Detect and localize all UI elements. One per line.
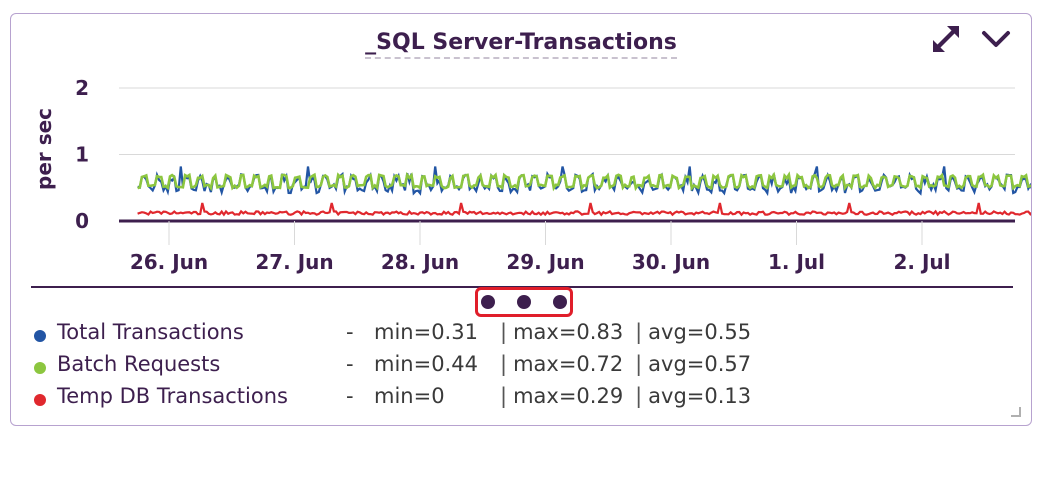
more-options-button[interactable] (475, 287, 573, 317)
legend-max: max=0.72 (513, 352, 624, 376)
legend-separator: | (635, 320, 643, 344)
legend-item[interactable]: Temp DB Transactions - min=0 | max=0.29 | avg… (31, 382, 1031, 414)
legend-series-name: Total Transactions (57, 320, 244, 344)
legend-min: min=0 (374, 384, 445, 408)
x-tick-label: 28. Jun (381, 250, 459, 274)
dot-icon (553, 295, 567, 309)
resize-handle[interactable] (1011, 407, 1021, 417)
legend-dash: - (346, 352, 354, 376)
legend-avg: avg=0.13 (648, 384, 752, 408)
legend-dash: - (346, 320, 354, 344)
series-line-temp-db-transactions (137, 202, 1031, 217)
legend-separator: | (635, 352, 643, 376)
x-tick-label: 27. Jun (255, 250, 333, 274)
legend-avg: avg=0.55 (648, 320, 752, 344)
dot-icon (481, 295, 495, 309)
legend-min: min=0.44 (374, 352, 478, 376)
legend-series-name: Temp DB Transactions (57, 384, 288, 408)
legend-marker (34, 330, 46, 342)
expand-arrows-icon[interactable] (931, 24, 961, 54)
y-tick-label: 1 (75, 143, 89, 167)
legend-avg: avg=0.57 (648, 352, 752, 376)
x-tick-label: 29. Jun (506, 250, 584, 274)
series-line-batch-requests (137, 171, 1031, 192)
legend-series-name: Batch Requests (57, 352, 221, 376)
legend-separator: | (500, 352, 508, 376)
legend-marker (34, 394, 46, 406)
legend-separator: | (500, 320, 508, 344)
x-tick-label: 1. Jul (768, 250, 825, 274)
legend-stats: - min=0 | max=0.29 | avg=0.13 (346, 384, 751, 408)
legend-dash: - (346, 384, 354, 408)
legend-item[interactable]: Batch Requests - min=0.44 | max=0.72 | avg=0.… (31, 350, 1031, 382)
dot-icon (517, 295, 531, 309)
widget-card: _SQL Server-Transactions per sec 0 1 2 26. … (10, 13, 1032, 426)
legend-separator: | (635, 384, 643, 408)
x-tick-label: 2. Jul (893, 250, 950, 274)
legend-stats: - min=0.31 | max=0.83 | avg=0.55 (346, 320, 751, 344)
x-tick-label: 26. Jun (130, 250, 208, 274)
widget-title[interactable]: _SQL Server-Transactions (11, 30, 1031, 59)
chart-plot-area: 0 1 2 26. Jun 27. Jun 28. Jun 29. Jun 30. Jun 1.… (75, 76, 1031, 274)
legend-stats: - min=0.44 | max=0.72 | avg=0.57 (346, 352, 751, 376)
chevron-down-icon[interactable] (981, 24, 1011, 54)
y-tick-label: 0 (75, 209, 89, 233)
chart-legend: Total Transactions - min=0.31 | max=0.83 | av… (31, 318, 1031, 414)
legend-marker (34, 362, 46, 374)
y-tick-label: 2 (75, 76, 89, 100)
legend-separator: | (500, 384, 508, 408)
legend-item[interactable]: Total Transactions - min=0.31 | max=0.83 | av… (31, 318, 1031, 350)
legend-max: max=0.83 (513, 320, 624, 344)
legend-min: min=0.31 (374, 320, 478, 344)
legend-max: max=0.29 (513, 384, 624, 408)
x-tick-label: 30. Jun (632, 250, 710, 274)
